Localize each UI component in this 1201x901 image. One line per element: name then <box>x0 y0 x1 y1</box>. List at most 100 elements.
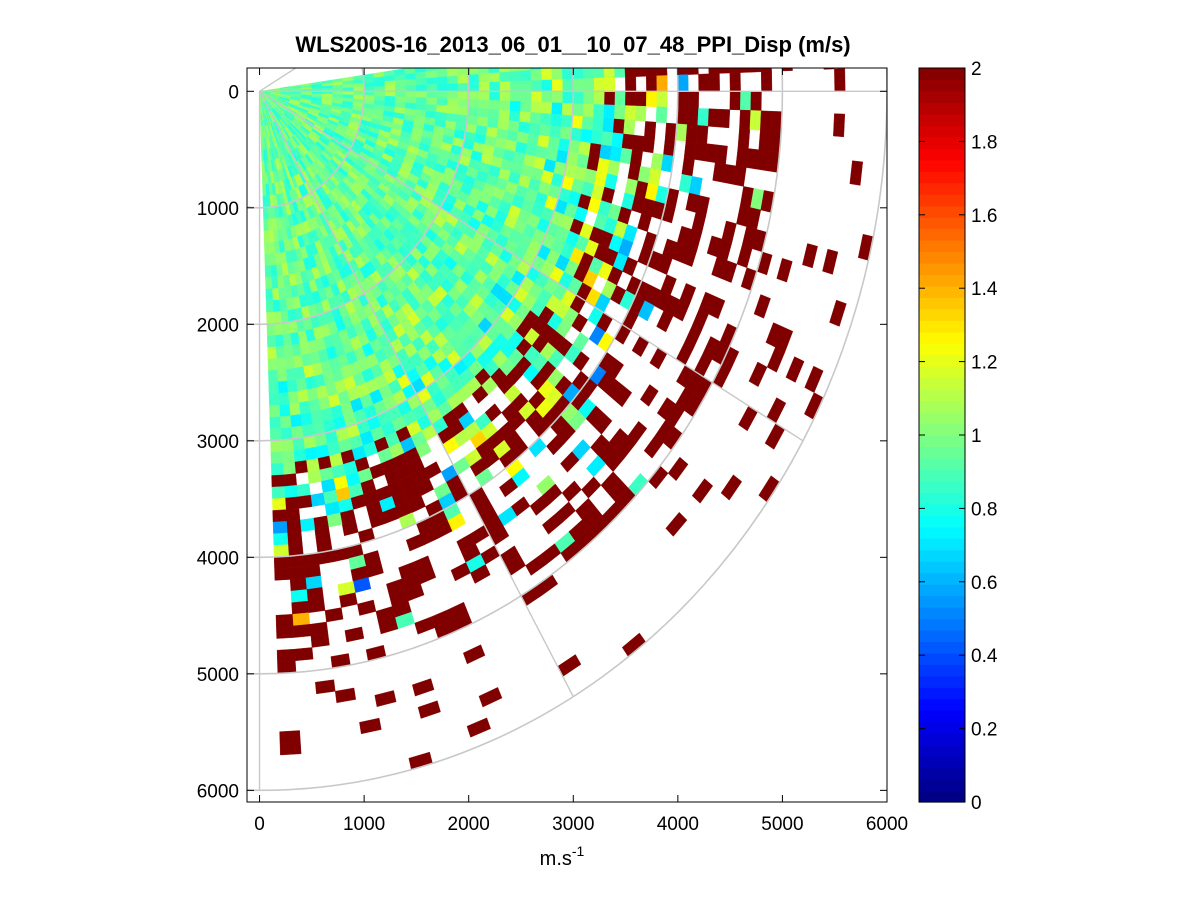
ppi-cell <box>687 91 699 109</box>
ppi-cell <box>265 288 273 302</box>
ppi-cell <box>520 101 532 113</box>
ppi-cell <box>656 75 668 92</box>
ppi-cell <box>395 85 407 92</box>
ppi-cell <box>520 80 532 92</box>
ppi-cell <box>384 80 396 87</box>
ppi-cell <box>720 474 743 501</box>
ppi-cell <box>718 108 731 129</box>
ppi-cell <box>708 73 720 92</box>
ppi-cell <box>547 136 561 151</box>
plot-area: 0 1000 2000 3000 4000 5000 6000 0 1000 2000 3000 4… <box>197 67 908 835</box>
colorbar-tick-label: 1.2 <box>971 353 997 374</box>
ppi-cell <box>261 160 265 174</box>
ppi-cell <box>276 625 295 639</box>
colorbar-step <box>919 308 965 321</box>
ppi-cell <box>822 248 839 275</box>
ppi-cell <box>508 110 521 122</box>
ppi-cell <box>344 626 365 643</box>
ppi-cell <box>353 82 365 88</box>
ppi-cell <box>457 91 469 100</box>
ppi-cell <box>384 91 396 97</box>
ppi-cell <box>456 106 469 116</box>
colorbar-step <box>919 262 965 276</box>
colorbar-tick-label: 1 <box>971 426 982 447</box>
ppi-cell <box>270 264 278 278</box>
colorbar-gradient <box>919 68 965 803</box>
ppi-cell <box>416 84 428 92</box>
ppi-cell <box>635 91 647 107</box>
ppi-cell <box>551 68 562 69</box>
ppi-cell <box>268 230 274 243</box>
azimuth-spoke <box>259 90 804 442</box>
ppi-cell <box>277 287 286 301</box>
ppi-cell <box>425 70 438 79</box>
ppi-cell <box>572 91 584 105</box>
colorbar-step <box>919 561 965 574</box>
ppi-cell <box>276 357 287 371</box>
ppi-cell <box>282 333 292 347</box>
ppi-cell <box>634 105 647 122</box>
ppi-cell <box>637 300 655 322</box>
colorbar-step <box>919 664 965 677</box>
colorbar-tick-label: 0.8 <box>971 499 997 520</box>
ppi-cell <box>263 218 269 232</box>
ppi-cell <box>273 532 289 546</box>
ppi-cell <box>395 91 407 98</box>
colorbar-step <box>919 446 965 459</box>
colorbar-step <box>919 274 965 287</box>
ppi-cell <box>593 91 605 105</box>
ppi-cell <box>269 428 282 441</box>
ppi-cell <box>268 393 280 406</box>
ppi-cell <box>374 86 386 92</box>
colorbar-tick-label: 1.4 <box>971 279 998 300</box>
ppi-cell <box>551 102 563 116</box>
colorbar-step <box>919 756 965 769</box>
ppi-cell <box>277 660 297 674</box>
colorbar-tick-label: 0.4 <box>971 646 998 667</box>
colorbar-ticks: 0 0.2 0.4 0.6 0.8 1 1.2 1.4 1.6 1.8 2 <box>919 59 998 814</box>
ppi-cell <box>593 77 605 92</box>
ppi-cell <box>708 296 726 320</box>
ppi-cell <box>748 361 768 387</box>
ppi-cell <box>268 381 279 395</box>
ppi-cell <box>394 74 406 81</box>
ppi-cell <box>560 451 580 473</box>
ppi-cell <box>405 78 417 86</box>
ppi-cell <box>537 134 550 149</box>
ppi-cell <box>304 446 318 461</box>
ppi-cell <box>306 587 324 602</box>
ppi-cell <box>300 412 313 427</box>
ppi-cell <box>538 123 551 137</box>
colorbar-step <box>919 526 965 539</box>
ppi-cell <box>305 458 320 473</box>
ppi-cell <box>457 74 469 84</box>
ppi-cell <box>614 104 626 120</box>
ppi-cell <box>271 474 285 488</box>
ppi-cell <box>267 358 278 371</box>
colorbar-step <box>919 285 965 298</box>
colorbar-step <box>919 228 965 241</box>
ppi-cell <box>718 68 731 74</box>
x-axis-label-text: m.s <box>540 848 572 870</box>
polar-grid <box>247 68 887 791</box>
ppi-cell <box>721 260 738 283</box>
ppi-cell <box>531 80 543 92</box>
ppi-cell <box>602 117 615 133</box>
ppi-cell <box>603 104 616 120</box>
ppi-cell <box>621 133 635 150</box>
ppi-cell <box>478 687 503 708</box>
ppi-cell <box>405 96 417 104</box>
ppi-cell <box>776 258 793 283</box>
ppi-cell <box>499 71 511 83</box>
colorbar-step <box>919 687 965 700</box>
ppi-cell <box>614 91 626 106</box>
ppi-cell <box>272 521 288 534</box>
ppi-cell <box>644 121 657 138</box>
ppi-cell <box>624 68 636 78</box>
ppi-cell <box>704 143 718 163</box>
ppi-cell <box>550 113 563 127</box>
ppi-cell <box>291 600 309 615</box>
ppi-cell <box>477 108 490 119</box>
ppi-cell <box>415 71 427 80</box>
ppi-cell <box>295 377 307 392</box>
